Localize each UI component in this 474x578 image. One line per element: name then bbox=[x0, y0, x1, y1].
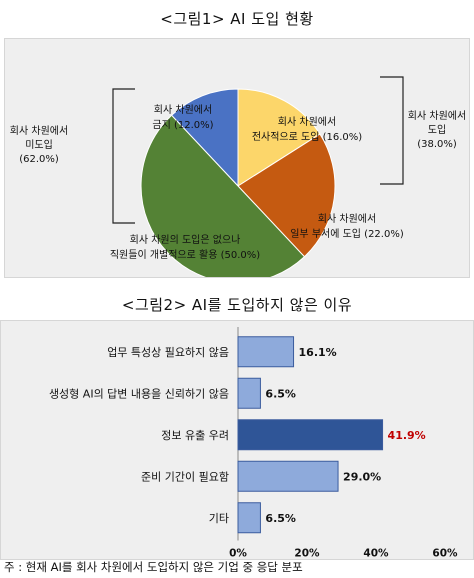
pie-chart-panel: 회사 차원에서 금지 (12.0%) 회사 차원에서 전사적으로 도입 (16.0%)… bbox=[4, 38, 470, 284]
pie-slice-label-line: 회사 차원에서 bbox=[278, 116, 336, 128]
bar bbox=[237, 419, 384, 451]
bar-value-label: 29.0% bbox=[343, 470, 381, 483]
bar-value-label: 6.5% bbox=[265, 512, 296, 525]
pie-slice-label-line: 회사 차원에서 bbox=[154, 104, 212, 116]
pie-slice-label-line: 회사 차원의 도입은 없으나 bbox=[130, 233, 241, 246]
bar bbox=[237, 502, 261, 534]
pie-slice-label-line: 일부 부서에 도입 (22.0%) bbox=[290, 227, 404, 240]
figure1-title: <그림1> AI 도입 현황 bbox=[160, 10, 314, 28]
bar bbox=[237, 336, 295, 368]
bar-value-label: 6.5% bbox=[265, 387, 296, 400]
pie-slice-label-line: 직원들이 개별적으로 활용 (50.0%) bbox=[110, 248, 260, 261]
figure2-title: <그림2> AI를 도입하지 않은 이유 bbox=[121, 296, 353, 314]
pie-slice-label-line: 금지 (12.0%) bbox=[152, 119, 213, 131]
not-adopted-group-label: 회사 차원에서 미도입 (62.0%) bbox=[10, 125, 68, 165]
not-adopted-group-label-line: (62.0%) bbox=[19, 154, 59, 165]
adopted-bracket bbox=[380, 76, 404, 185]
x-tick-label: 40% bbox=[363, 548, 389, 560]
adopted-group-label-line: 도입 bbox=[428, 123, 446, 136]
category-label: 정보 유출 우려 bbox=[161, 429, 229, 442]
bar-value-label: 16.1% bbox=[299, 346, 337, 359]
bar-value-label: 41.9% bbox=[388, 429, 426, 442]
not-adopted-group-label-line: 미도입 bbox=[25, 138, 53, 151]
not-adopted-bracket bbox=[112, 88, 135, 224]
pie-chart: 회사 차원에서 금지 (12.0%) 회사 차원에서 전사적으로 도입 (16.0%)… bbox=[10, 76, 466, 284]
pie-slice bbox=[170, 88, 239, 188]
pie-slice-label-line: 전사적으로 도입 (16.0%) bbox=[252, 130, 362, 143]
adopted-group-label-line: (38.0%) bbox=[417, 139, 457, 150]
pie-slice-label-line: 회사 차원에서 bbox=[318, 213, 376, 225]
category-label: 준비 기간이 필요함 bbox=[141, 470, 229, 483]
adopted-group-label-line: 회사 차원에서 bbox=[408, 110, 466, 122]
x-tick-label: 20% bbox=[294, 548, 320, 560]
pie-slice bbox=[237, 133, 336, 258]
category-label: 기타 bbox=[209, 512, 229, 525]
category-label: 생성형 AI의 답변 내용을 신뢰하기 않음 bbox=[49, 386, 229, 400]
bar bbox=[237, 460, 339, 492]
bar-chart-panel: 업무 특성상 필요하지 않음 16.1% 생성형 AI의 답변 내용을 신뢰하기 않… bbox=[0, 320, 474, 560]
not-adopted-group-label-line: 회사 차원에서 bbox=[10, 125, 68, 137]
footnote: 주 : 현재 AI를 회사 차원에서 도입하지 않은 기업 중 응답 분포 bbox=[4, 560, 303, 574]
x-tick-label: 0% bbox=[229, 548, 247, 560]
bar bbox=[237, 377, 261, 409]
x-tick-label: 60% bbox=[432, 548, 458, 560]
category-label: 업무 특성상 필요하지 않음 bbox=[107, 345, 229, 359]
adopted-group-label: 회사 차원에서 도입 (38.0%) bbox=[408, 110, 466, 150]
bar-chart: 업무 특성상 필요하지 않음 16.1% 생성형 AI의 답변 내용을 신뢰하기 않… bbox=[49, 327, 458, 560]
pie-slice bbox=[237, 88, 321, 187]
